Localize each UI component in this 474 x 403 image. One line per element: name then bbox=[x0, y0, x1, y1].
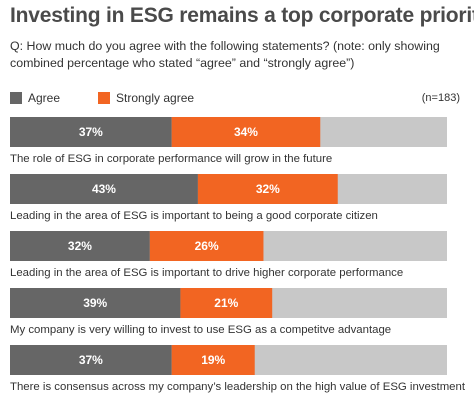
legend: Agree Strongly agree (n=183) bbox=[10, 91, 465, 105]
legend-swatch-strongly-agree bbox=[98, 92, 110, 104]
bar-strongly-agree bbox=[197, 174, 338, 204]
category-label: Leading in the area of ESG is important … bbox=[10, 210, 378, 222]
bar-agree bbox=[10, 117, 172, 147]
category-label: There is consensus across my company’s l… bbox=[10, 381, 466, 393]
chart-title: Investing in ESG remains a top corporate… bbox=[10, 4, 474, 27]
sample-size-label: (n=183) bbox=[421, 92, 460, 104]
data-label-strongly-agree: 19% bbox=[201, 353, 225, 367]
data-label-strongly-agree: 32% bbox=[256, 182, 280, 196]
data-label-strongly-agree: 21% bbox=[214, 296, 238, 310]
data-label-agree: 32% bbox=[68, 239, 92, 253]
legend-label-agree: Agree bbox=[28, 91, 61, 105]
legend-item-agree: Agree bbox=[10, 91, 60, 105]
category-label: My company is very willing to invest to … bbox=[10, 324, 391, 336]
bar-agree bbox=[10, 231, 150, 261]
bar-agree bbox=[10, 174, 198, 204]
data-label-strongly-agree: 34% bbox=[234, 125, 258, 139]
data-label-agree: 39% bbox=[83, 296, 107, 310]
data-label-agree: 37% bbox=[79, 353, 103, 367]
bar-strongly-agree bbox=[171, 345, 255, 375]
bar-strongly-agree bbox=[180, 288, 273, 318]
bar-strongly-agree bbox=[171, 117, 321, 147]
data-label-agree: 43% bbox=[92, 182, 116, 196]
category-label: The role of ESG in corporate performance… bbox=[10, 153, 332, 165]
legend-label-strongly-agree: Strongly agree bbox=[116, 91, 195, 105]
bar-agree bbox=[10, 288, 181, 318]
data-label-strongly-agree: 26% bbox=[195, 239, 219, 253]
bar-agree bbox=[10, 345, 172, 375]
bar-strongly-agree bbox=[149, 231, 264, 261]
legend-item-strongly-agree: Strongly agree bbox=[98, 91, 194, 105]
survey-question: Q: How much do you agree with the follow… bbox=[10, 39, 440, 70]
legend-swatch-agree bbox=[10, 92, 22, 104]
category-label: Leading in the area of ESG is important … bbox=[10, 267, 403, 279]
data-label-agree: 37% bbox=[79, 125, 103, 139]
